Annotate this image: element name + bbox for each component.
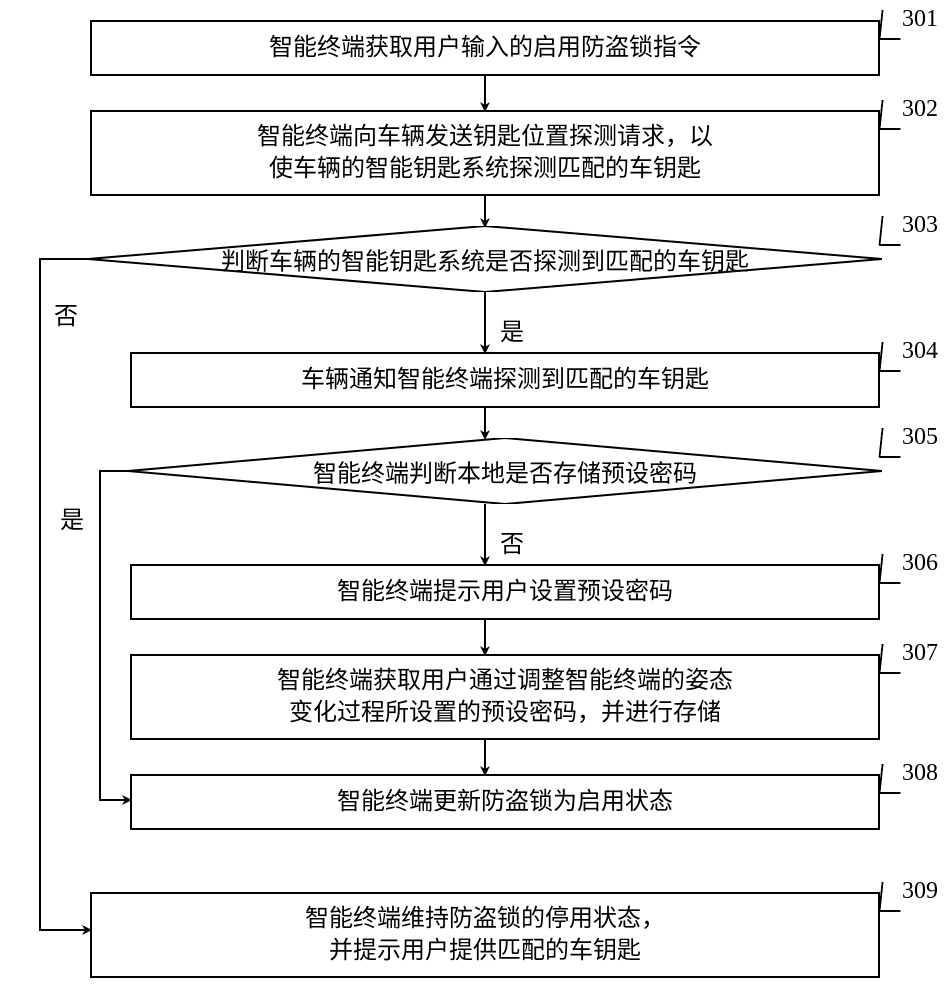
flow-step-label: 智能终端更新防盗锁为启用状态 bbox=[337, 786, 673, 818]
step-number-305: 305 bbox=[902, 424, 938, 451]
reference-tick bbox=[878, 764, 903, 794]
edge-label-no305: 否 bbox=[500, 524, 524, 559]
step-number-302: 302 bbox=[902, 96, 938, 123]
edge-label-yes305: 是 bbox=[60, 500, 84, 535]
reference-tick bbox=[878, 216, 903, 246]
reference-tick bbox=[878, 644, 903, 674]
reference-tick bbox=[878, 882, 903, 912]
flow-step-label: 智能终端维持防盗锁的停用状态，并提示用户提供匹配的车钥匙 bbox=[305, 903, 665, 968]
edge-label-yes303: 是 bbox=[500, 312, 524, 347]
step-number-301: 301 bbox=[902, 6, 938, 33]
step-number-303: 303 bbox=[902, 212, 938, 239]
flow-connector bbox=[100, 471, 130, 800]
step-number-304: 304 bbox=[902, 338, 938, 365]
flow-step-304: 车辆通知智能终端探测到匹配的车钥匙 bbox=[130, 352, 880, 408]
flow-step-307: 智能终端获取用户通过调整智能终端的姿态变化过程所设置的预设密码，并进行存储 bbox=[130, 654, 880, 740]
flow-step-label: 智能终端获取用户输入的启用防盗锁指令 bbox=[269, 32, 701, 64]
flow-decision-303: 判断车辆的智能钥匙系统是否探测到匹配的车钥匙 bbox=[88, 226, 882, 292]
step-number-308: 308 bbox=[902, 760, 938, 787]
flow-step-309: 智能终端维持防盗锁的停用状态，并提示用户提供匹配的车钥匙 bbox=[90, 892, 880, 978]
flow-step-label: 智能终端向车辆发送钥匙位置探测请求，以使车辆的智能钥匙系统探测匹配的车钥匙 bbox=[257, 121, 713, 186]
edge-label-no303: 否 bbox=[54, 296, 78, 331]
reference-tick bbox=[878, 554, 903, 584]
flow-step-label: 车辆通知智能终端探测到匹配的车钥匙 bbox=[301, 364, 709, 396]
reference-tick bbox=[878, 10, 903, 40]
flow-step-label: 智能终端获取用户通过调整智能终端的姿态变化过程所设置的预设密码，并进行存储 bbox=[277, 665, 733, 730]
step-number-309: 309 bbox=[902, 878, 938, 905]
flow-step-302: 智能终端向车辆发送钥匙位置探测请求，以使车辆的智能钥匙系统探测匹配的车钥匙 bbox=[90, 110, 880, 196]
reference-tick bbox=[878, 100, 903, 130]
step-number-307: 307 bbox=[902, 640, 938, 667]
reference-tick bbox=[878, 342, 903, 372]
flow-step-308: 智能终端更新防盗锁为启用状态 bbox=[130, 774, 880, 830]
flow-connector bbox=[40, 259, 90, 930]
step-number-306: 306 bbox=[902, 550, 938, 577]
reference-tick bbox=[878, 428, 903, 458]
flow-step-301: 智能终端获取用户输入的启用防盗锁指令 bbox=[90, 20, 880, 76]
flow-step-label: 智能终端提示用户设置预设密码 bbox=[337, 576, 673, 608]
flow-step-306: 智能终端提示用户设置预设密码 bbox=[130, 564, 880, 620]
flow-decision-305: 智能终端判断本地是否存储预设密码 bbox=[128, 438, 882, 504]
